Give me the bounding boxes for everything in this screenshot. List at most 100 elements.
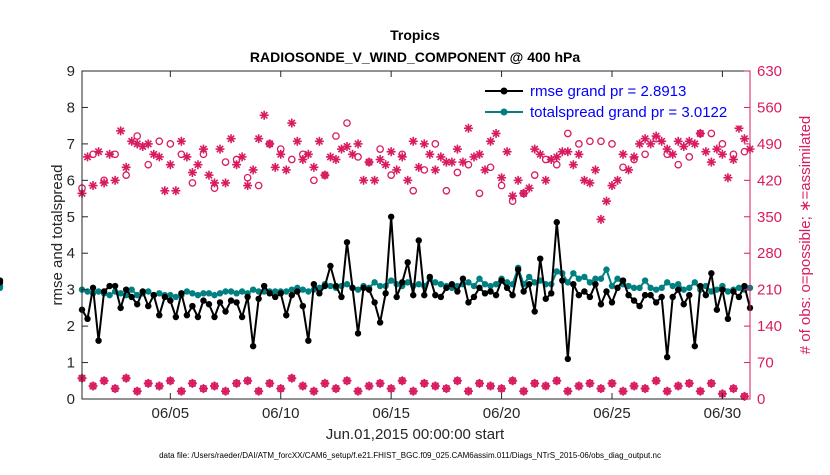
rmse-point: [205, 301, 213, 308]
obs-possible-point: [409, 186, 418, 195]
rmse-point: [697, 282, 704, 290]
x-tick-label: 06/30: [704, 405, 742, 422]
rmse-point: [415, 237, 422, 244]
rmse-point: [343, 239, 351, 246]
rmse-point: [564, 355, 572, 363]
obs-assimilated-point: [701, 147, 711, 157]
obs-possible-point: [442, 186, 451, 195]
obs-assimilated-point: [552, 152, 562, 162]
rmse-point: [553, 219, 560, 226]
totalspread-point: [641, 277, 649, 284]
rmse-point: [211, 313, 218, 321]
legend-totalspread-marker: [500, 108, 508, 116]
obs-assimilated-point: [629, 152, 639, 162]
rmse-point: [459, 275, 467, 282]
rmse-point: [89, 284, 97, 292]
obs-assimilated-point: [187, 168, 197, 178]
totalspread-point: [680, 286, 687, 293]
totalspread-point: [134, 291, 141, 299]
obs-assimilated-point: [309, 162, 319, 172]
obs-assimilated-point: [585, 178, 595, 188]
rmse-point: [432, 291, 439, 299]
rmse-point: [592, 281, 599, 288]
rmse-point: [708, 270, 715, 277]
totalspread-point: [476, 275, 483, 282]
obs-assimilated-point: [502, 147, 512, 157]
obs-possible-point: [122, 171, 131, 179]
obs-possible-point: [497, 181, 506, 190]
obs-possible-point: [287, 155, 296, 164]
obs-assimilated-bottom-point: [739, 391, 749, 401]
obs-assimilated-bottom-point: [232, 378, 242, 388]
obs-possible-point: [475, 189, 484, 198]
totalspread-point: [647, 284, 654, 292]
totalspread-point: [592, 275, 599, 282]
chart-subtitle: RADIOSONDE_V_WIND_COMPONENT @ 400 hPa: [250, 49, 580, 65]
obs-assimilated-bottom-point: [143, 378, 153, 388]
obs-assimilated-point: [436, 152, 446, 162]
obs-assimilated-point: [524, 183, 534, 193]
obs-assimilated-bottom-point: [640, 384, 650, 394]
obs-assimilated-point: [303, 149, 313, 159]
rmse-point: [338, 293, 345, 301]
obs-assimilated-point: [94, 147, 104, 157]
y-tick-right-label: 350: [757, 209, 782, 226]
y-tick-right-label: 0: [757, 391, 765, 408]
y-tick-right-label: 140: [757, 318, 782, 335]
obs-possible-point: [597, 137, 605, 146]
obs-assimilated-point: [105, 149, 115, 159]
obs-assimilated-point: [154, 152, 164, 162]
obs-assimilated-bottom-point: [88, 381, 98, 391]
obs-possible-point: [563, 129, 572, 138]
obs-assimilated-point: [563, 147, 573, 157]
obs-assimilated-point: [370, 175, 380, 185]
obs-assimilated-point: [618, 149, 628, 159]
totalspread-point: [200, 290, 207, 297]
obs-assimilated-point: [243, 181, 253, 191]
obs-assimilated-bottom-point: [463, 386, 473, 396]
y-tick-right-label: 280: [757, 245, 782, 262]
rmse-point: [448, 281, 456, 288]
rmse-point: [84, 315, 91, 323]
totalspread-point: [183, 288, 191, 295]
obs-assimilated-point: [287, 118, 297, 128]
obs-assimilated-bottom-point: [662, 386, 672, 396]
rmse-point: [371, 299, 378, 306]
totalspread-point: [205, 290, 213, 297]
totalspread-point: [216, 290, 224, 297]
obs-assimilated-point: [165, 160, 175, 170]
obs-assimilated-bottom-point: [695, 386, 705, 396]
totalspread-point: [553, 268, 560, 275]
obs-assimilated-bottom-point: [519, 386, 529, 396]
obs-assimilated-point: [276, 149, 286, 159]
rmse-point: [255, 295, 262, 302]
rmse-point: [150, 291, 157, 299]
totalspread-point: [238, 288, 246, 295]
obs-possible-point: [387, 171, 396, 179]
obs-assimilated-bottom-point: [375, 378, 385, 388]
rmse-point: [509, 291, 516, 299]
obs-assimilated-point: [640, 134, 650, 144]
rmse-point: [183, 311, 191, 319]
obs-assimilated-point: [662, 144, 672, 154]
obs-assimilated-point: [557, 147, 567, 157]
obs-assimilated-point: [232, 160, 242, 170]
obs-assimilated-bottom-point: [342, 376, 352, 386]
obs-assimilated-bottom-point: [165, 376, 175, 386]
obs-possible-point: [332, 132, 340, 140]
legend: rmse grand pr = 2.8913 totalspread grand…: [476, 78, 745, 126]
rmse-point: [481, 290, 489, 297]
obs-assimilated-bottom-point: [430, 381, 440, 391]
rmse-point: [680, 301, 687, 308]
totalspread-point: [614, 275, 621, 282]
obs-assimilated-bottom-point: [684, 378, 694, 388]
obs-assimilated-bottom-point: [441, 384, 451, 394]
rmse-point: [537, 255, 544, 262]
totalspread-point: [371, 279, 378, 286]
rmse-point: [652, 299, 660, 306]
rmse-point: [283, 311, 290, 319]
obs-assimilated-point: [265, 139, 275, 149]
obs-assimilated-point: [375, 155, 385, 165]
totalspread-point: [167, 291, 174, 299]
